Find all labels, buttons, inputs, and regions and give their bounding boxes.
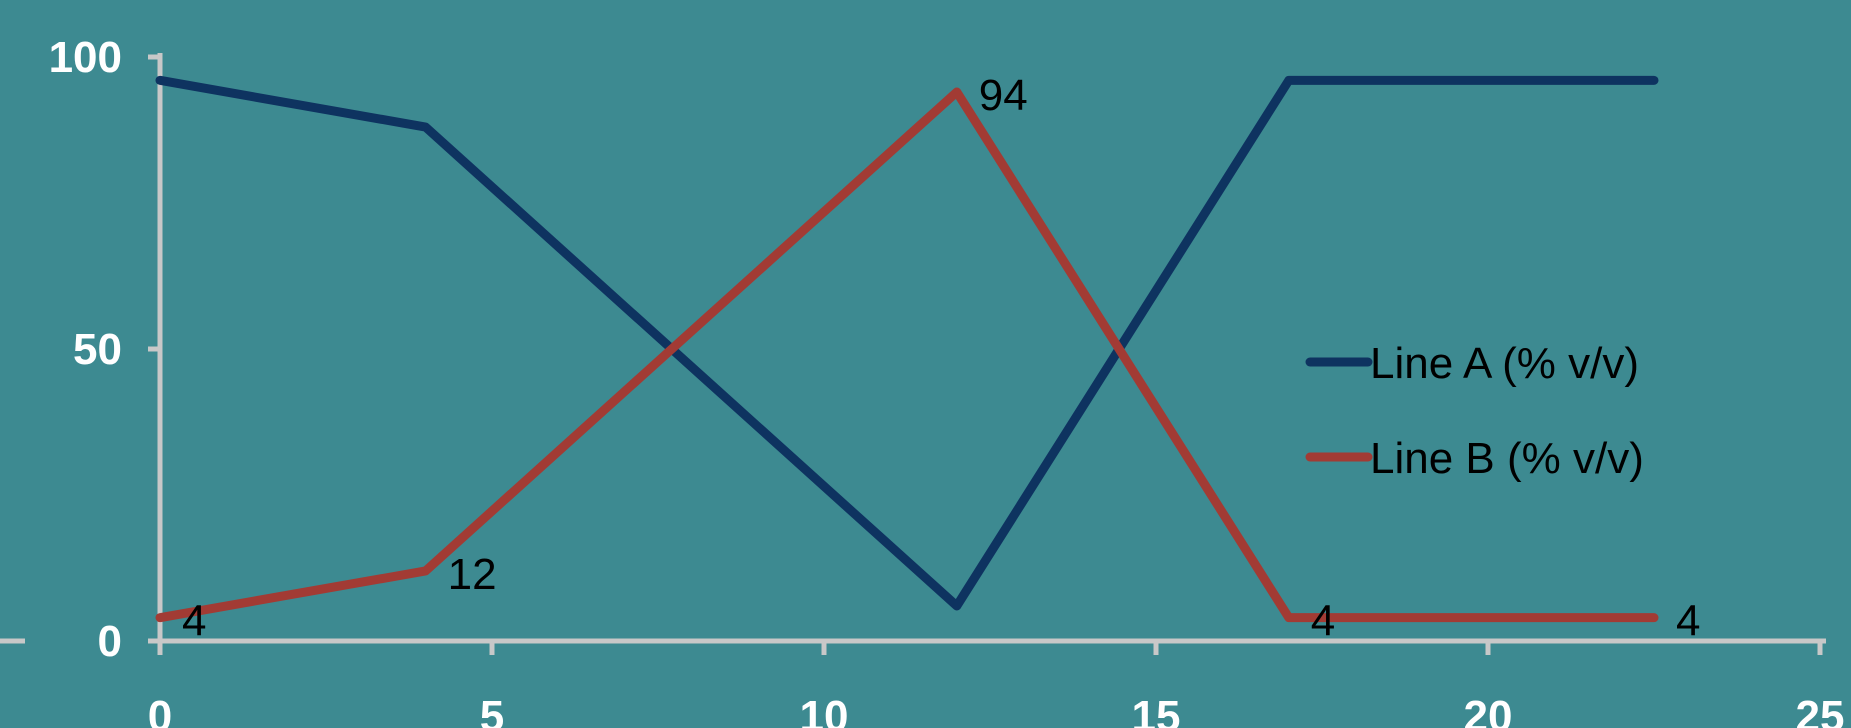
data-label: 12 bbox=[448, 550, 497, 599]
x-tick-label: 15 bbox=[1132, 692, 1181, 728]
x-tick-label: 25 bbox=[1796, 692, 1845, 728]
series-line-a bbox=[155, 75, 1659, 611]
data-label: 4 bbox=[1676, 597, 1700, 646]
series-line-b bbox=[155, 87, 1659, 623]
x-tick-label: 20 bbox=[1464, 692, 1513, 728]
x-tick-label: 0 bbox=[148, 692, 172, 728]
y-tick-label: 50 bbox=[73, 325, 122, 374]
y-tick-label: 0 bbox=[98, 617, 122, 666]
data-label: 4 bbox=[1311, 597, 1335, 646]
x-tick-label: 10 bbox=[800, 692, 849, 728]
y-tick-label: 100 bbox=[49, 33, 122, 82]
legend-label: Line B (% v/v) bbox=[1370, 434, 1644, 483]
data-label: 94 bbox=[979, 71, 1028, 120]
x-tick-label: 5 bbox=[480, 692, 504, 728]
data-label: 4 bbox=[182, 597, 206, 646]
legend-label: Line A (% v/v) bbox=[1370, 339, 1639, 388]
